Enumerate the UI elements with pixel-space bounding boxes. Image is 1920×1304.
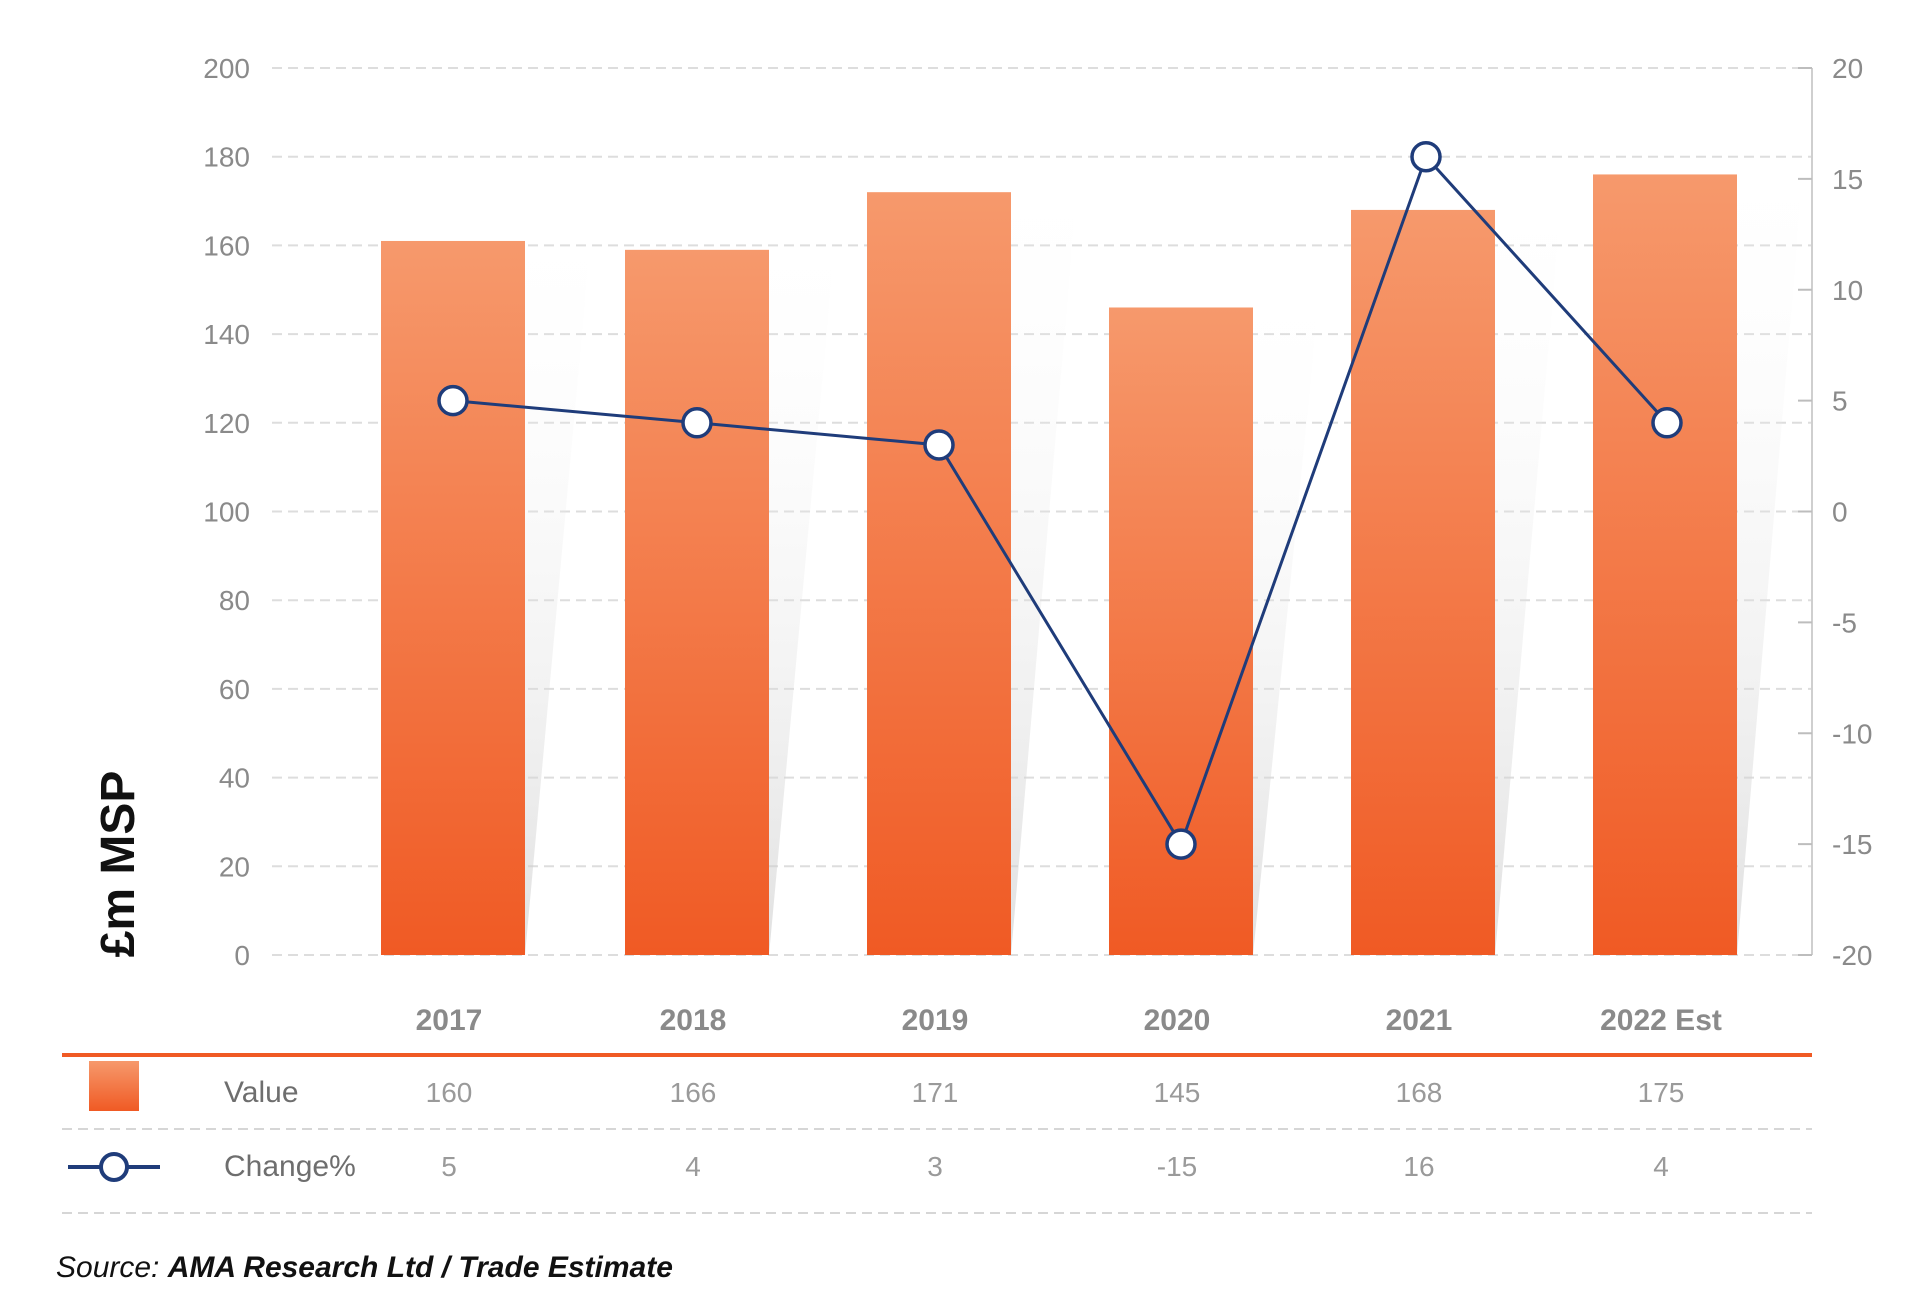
bar-shadow bbox=[1253, 257, 1323, 955]
x-tick-label: 2018 bbox=[660, 1004, 727, 1037]
y-axis-label: £m MSP bbox=[92, 771, 145, 958]
table-cell: 160 bbox=[426, 1077, 473, 1108]
table-cell: 168 bbox=[1396, 1077, 1443, 1108]
bar-shadows bbox=[525, 124, 1807, 956]
change-point bbox=[923, 429, 955, 461]
table-cell: 4 bbox=[1653, 1151, 1669, 1182]
table-cell: 3 bbox=[927, 1151, 943, 1182]
axes: 0 20 40 60 80 100 120 140 160 180 200 -20 -15 -10 -5 0 5… bbox=[203, 53, 1872, 1037]
table-cell: 175 bbox=[1638, 1077, 1685, 1108]
bar-value bbox=[867, 192, 1011, 955]
table-cell: 171 bbox=[912, 1077, 959, 1108]
y2-tick-label: -20 bbox=[1832, 940, 1872, 971]
data-table: Value 160 166 171 145 168 175 Change% 5 4 3 -15 16 4 bbox=[62, 1053, 1812, 1214]
y2-tick-label: 5 bbox=[1832, 386, 1848, 417]
table-cell: 145 bbox=[1154, 1077, 1201, 1108]
y-tick-label: 140 bbox=[203, 319, 250, 350]
bar-value bbox=[1351, 209, 1495, 956]
y2-tick-label: -5 bbox=[1832, 607, 1857, 638]
y2-tick-label: 0 bbox=[1832, 497, 1848, 528]
change-point bbox=[681, 407, 713, 439]
y2-tick-label: -10 bbox=[1832, 718, 1872, 749]
table-row-label: Change% bbox=[224, 1150, 356, 1183]
x-tick-label: 2019 bbox=[902, 1004, 969, 1037]
y2-tick-label: 20 bbox=[1832, 53, 1863, 84]
change-point bbox=[1651, 407, 1683, 439]
source-text: AMA Research Ltd / Trade Estimate bbox=[167, 1251, 673, 1284]
y-tick-label: 40 bbox=[219, 763, 250, 794]
bar-shadow bbox=[1495, 159, 1565, 956]
y-tick-label: 100 bbox=[203, 497, 250, 528]
source-note: Source: AMA Research Ltd / Trade Estimat… bbox=[56, 1251, 673, 1284]
y-tick-label: 0 bbox=[234, 940, 250, 971]
y-tick-label: 80 bbox=[219, 585, 250, 616]
y-tick-label: 160 bbox=[203, 230, 250, 261]
x-tick-label: 2021 bbox=[1386, 1004, 1453, 1037]
x-tick-label: 2017 bbox=[416, 1004, 483, 1037]
bar-value bbox=[1593, 174, 1737, 955]
y2-tick-label: -15 bbox=[1832, 829, 1872, 860]
bar-shadow bbox=[1011, 142, 1081, 955]
value-legend-swatch bbox=[89, 1061, 139, 1111]
change-point bbox=[1165, 828, 1197, 860]
bar-shadow bbox=[769, 199, 839, 955]
bar-value bbox=[625, 249, 769, 955]
table-cell: 16 bbox=[1403, 1151, 1434, 1182]
source-prefix: Source: bbox=[56, 1251, 168, 1284]
y-tick-label: 20 bbox=[219, 851, 250, 882]
y2-tick-label: 10 bbox=[1832, 275, 1863, 306]
change-legend-marker bbox=[99, 1152, 129, 1182]
bar-shadow bbox=[525, 190, 595, 956]
table-cell: -15 bbox=[1157, 1151, 1197, 1182]
table-row-label: Value bbox=[224, 1076, 299, 1109]
y-tick-label: 180 bbox=[203, 142, 250, 173]
bars bbox=[381, 174, 1737, 956]
x-tick-label: 2020 bbox=[1144, 1004, 1211, 1037]
change-series-line bbox=[452, 153, 1669, 848]
table-cell: 5 bbox=[441, 1151, 457, 1182]
y2-tick-label: 15 bbox=[1832, 164, 1863, 195]
change-line bbox=[437, 140, 1683, 860]
bar-value bbox=[381, 240, 525, 956]
table-cell: 166 bbox=[670, 1077, 717, 1108]
y-tick-label: 200 bbox=[203, 53, 250, 84]
x-tick-label: 2022 Est bbox=[1600, 1004, 1722, 1037]
bar-shadow bbox=[1737, 124, 1807, 955]
y-tick-label: 60 bbox=[219, 674, 250, 705]
change-point bbox=[437, 384, 469, 417]
change-point bbox=[1410, 140, 1442, 173]
table-cell: 4 bbox=[685, 1151, 701, 1182]
y-tick-label: 120 bbox=[203, 408, 250, 439]
